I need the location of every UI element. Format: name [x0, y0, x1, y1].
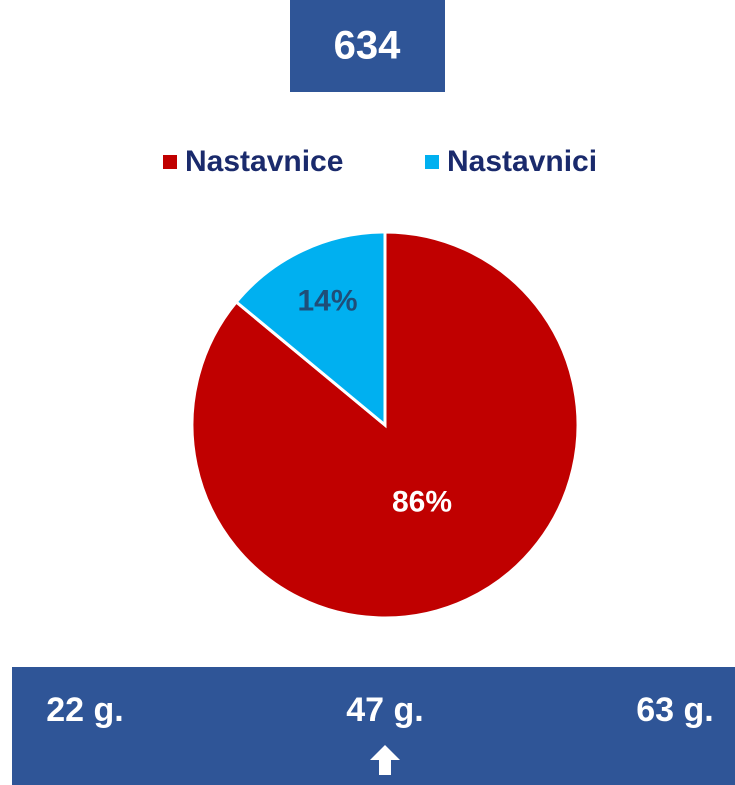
- legend-label: Nastavnice: [185, 145, 343, 178]
- legend-label: Nastavnici: [447, 145, 597, 178]
- slice-label: 86%: [392, 486, 452, 519]
- age-max: 63 g.: [636, 691, 713, 729]
- total: 634: [334, 24, 401, 68]
- pie: 86% 14%: [190, 230, 580, 620]
- age-avg: 47 g.: [346, 691, 423, 729]
- slice-label: 14%: [297, 285, 357, 318]
- legend-swatch: [163, 155, 177, 169]
- legend-swatch: [425, 155, 439, 169]
- pie-slice: [234, 230, 387, 429]
- legend: Nastavnice Nastavnici: [163, 145, 597, 178]
- avg-arrow: [370, 745, 400, 775]
- total-box: [290, 0, 445, 92]
- age-bar: [12, 667, 735, 785]
- age-min: 22 g.: [46, 691, 123, 729]
